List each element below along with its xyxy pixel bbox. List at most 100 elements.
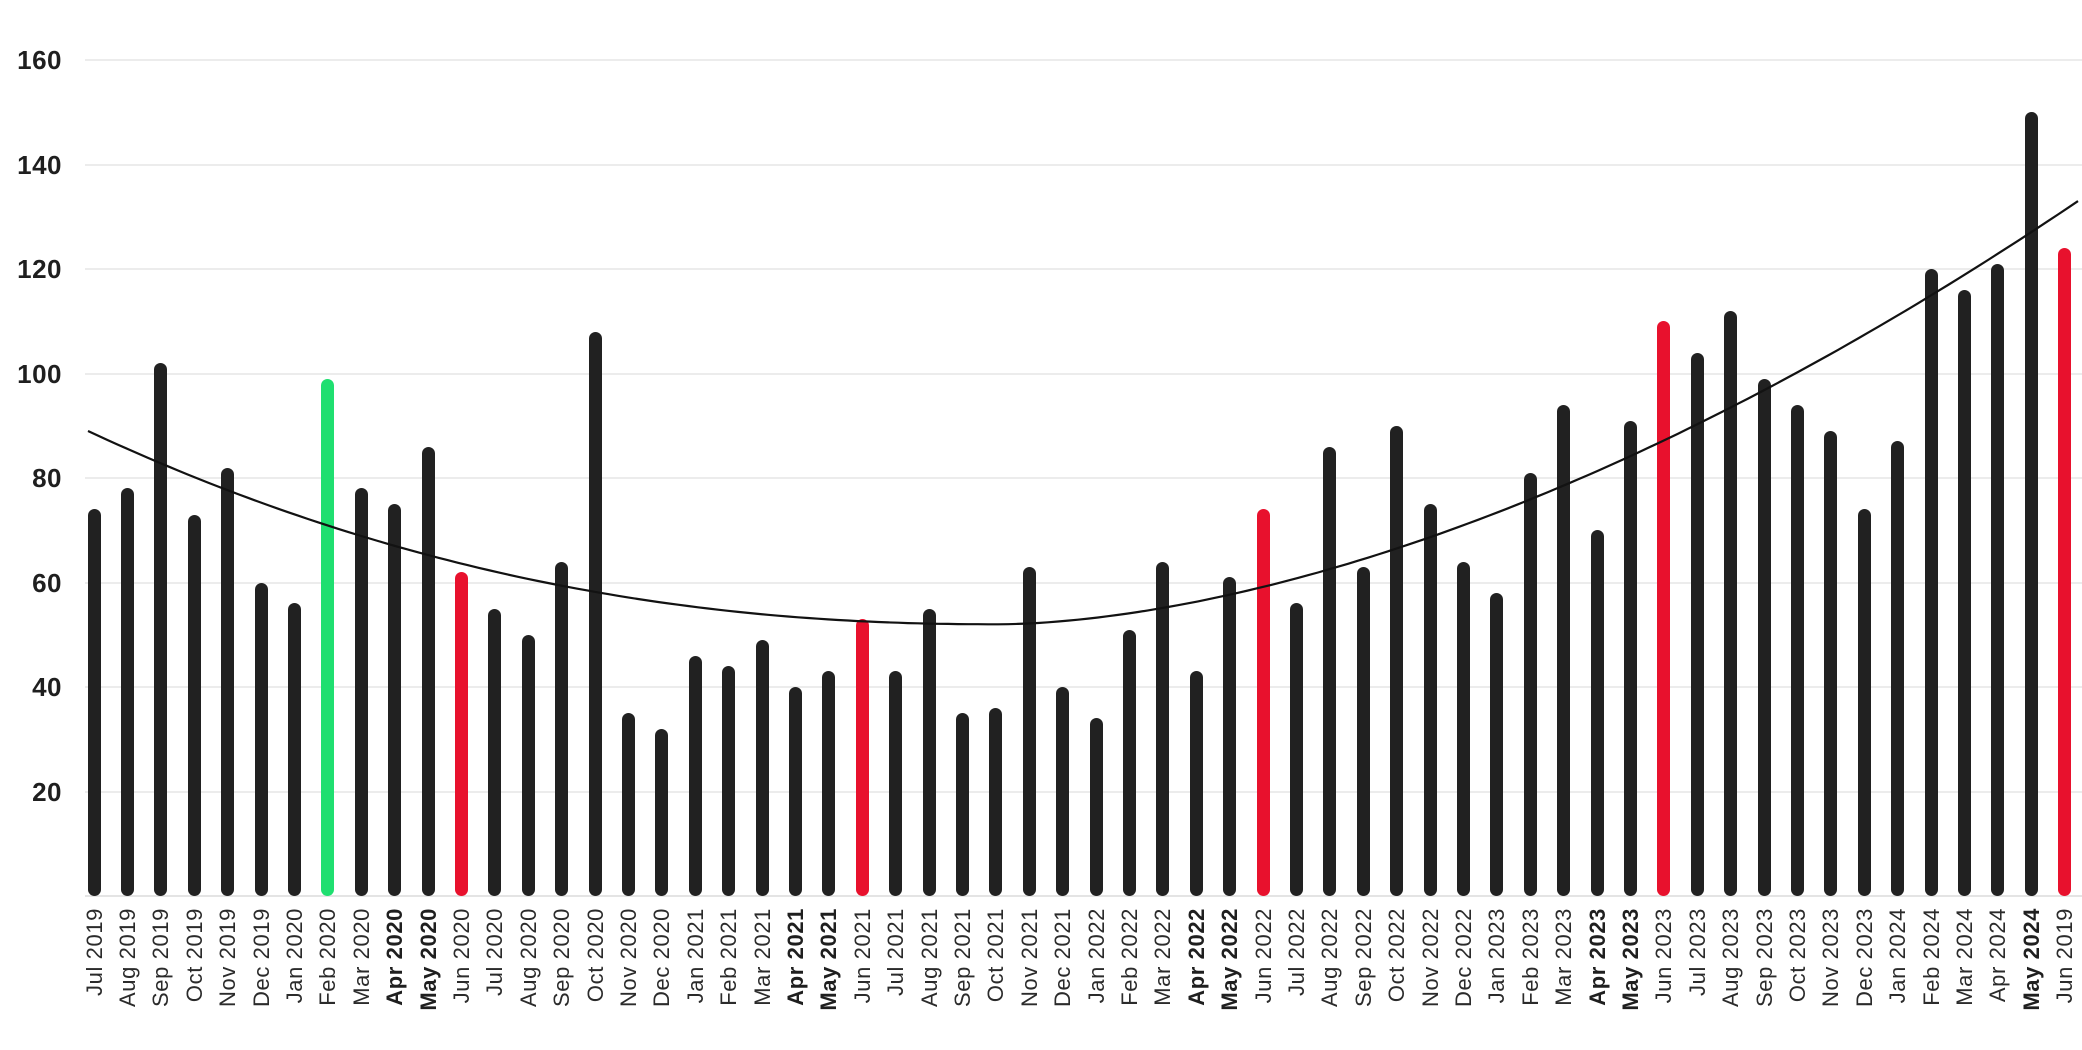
- x-axis-label-aug-2022: Aug 2022: [1317, 908, 1343, 1007]
- x-axis-label-jun-2019: Jun 2019: [2052, 908, 2078, 1004]
- x-axis-label-may-2020: May 2020: [415, 908, 441, 1011]
- x-axis-label-mar-2020: Mar 2020: [348, 908, 374, 1006]
- bar-jul-2020: [488, 608, 502, 896]
- bar-sep-2023: [1757, 378, 1771, 896]
- bar-dec-2023: [1857, 509, 1871, 896]
- bar-may-2024: [2024, 112, 2038, 896]
- bar-jun-2021: [855, 619, 869, 896]
- bar-jan-2020: [287, 603, 301, 896]
- x-axis-label-dec-2023: Dec 2023: [1851, 908, 1877, 1007]
- bar-feb-2022: [1122, 629, 1136, 896]
- x-axis-label-feb-2020: Feb 2020: [315, 908, 341, 1006]
- x-axis-label-apr-2021: Apr 2021: [782, 908, 808, 1006]
- bar-sep-2020: [555, 561, 569, 896]
- x-axis-label-apr-2023: Apr 2023: [1584, 908, 1610, 1006]
- gridline-120: [85, 268, 2082, 270]
- x-axis-label-aug-2020: Aug 2020: [515, 908, 541, 1007]
- bar-oct-2019: [187, 514, 201, 896]
- bar-apr-2022: [1189, 671, 1203, 896]
- x-axis-label-jun-2020: Jun 2020: [448, 908, 474, 1004]
- x-axis-label-feb-2023: Feb 2023: [1517, 908, 1543, 1006]
- gridline-100: [85, 372, 2082, 375]
- x-axis-label-nov-2022: Nov 2022: [1417, 908, 1443, 1007]
- x-axis-label-sep-2023: Sep 2023: [1751, 908, 1777, 1007]
- gridline-160: [85, 59, 2082, 61]
- x-axis-label-aug-2021: Aug 2021: [916, 908, 942, 1007]
- x-axis-label-jul-2020: Jul 2020: [482, 908, 508, 996]
- x-axis-label-sep-2019: Sep 2019: [148, 908, 174, 1007]
- x-axis-label-jun-2023: Jun 2023: [1651, 908, 1677, 1004]
- bar-may-2020: [421, 446, 435, 896]
- x-axis-label-mar-2021: Mar 2021: [749, 908, 775, 1006]
- y-axis-tick-label: 160: [17, 45, 62, 75]
- x-axis-label-dec-2020: Dec 2020: [649, 908, 675, 1007]
- x-axis-label-may-2023: May 2023: [1617, 908, 1643, 1011]
- y-axis-tick-label: 140: [17, 149, 62, 180]
- bar-may-2021: [822, 671, 836, 896]
- x-axis-label-aug-2023: Aug 2023: [1718, 908, 1744, 1007]
- x-axis-label-may-2022: May 2022: [1217, 908, 1243, 1011]
- bar-jul-2023: [1690, 352, 1704, 896]
- bar-jul-2019: [87, 509, 101, 896]
- bar-nov-2021: [1022, 566, 1036, 896]
- bar-aug-2019: [120, 488, 134, 896]
- x-axis-label-oct-2022: Oct 2022: [1384, 908, 1410, 1003]
- gridline-60: [85, 581, 2082, 584]
- x-axis-label-jul-2021: Jul 2021: [883, 908, 909, 996]
- x-axis-label-jun-2021: Jun 2021: [849, 908, 875, 1004]
- bar-oct-2020: [588, 331, 602, 896]
- gridline-80: [85, 477, 2082, 479]
- x-axis-label-jul-2019: Jul 2019: [81, 908, 107, 996]
- bar-nov-2023: [1824, 430, 1838, 896]
- x-axis-label-oct-2020: Oct 2020: [582, 908, 608, 1003]
- x-axis-baseline: [85, 895, 2082, 897]
- bar-may-2022: [1223, 577, 1237, 896]
- x-axis-label-jan-2024: Jan 2024: [1885, 908, 1911, 1004]
- bar-dec-2022: [1456, 561, 1470, 896]
- x-axis-label-sep-2020: Sep 2020: [549, 908, 575, 1007]
- bar-jan-2023: [1490, 592, 1504, 896]
- bar-feb-2024: [1924, 269, 1938, 896]
- bar-aug-2020: [521, 634, 535, 896]
- bar-jan-2024: [1891, 441, 1905, 896]
- x-axis-label-feb-2024: Feb 2024: [1918, 908, 1944, 1006]
- y-axis-tick-label: 20: [32, 776, 62, 807]
- x-axis-label-oct-2023: Oct 2023: [1784, 908, 1810, 1003]
- bar-aug-2022: [1323, 446, 1337, 896]
- bar-sep-2021: [955, 713, 969, 896]
- bar-dec-2021: [1056, 687, 1070, 896]
- bar-jan-2022: [1089, 718, 1103, 896]
- x-axis-label-mar-2023: Mar 2023: [1551, 908, 1577, 1006]
- x-axis-label-nov-2019: Nov 2019: [215, 908, 241, 1007]
- bar-nov-2022: [1423, 504, 1437, 896]
- x-axis-label-dec-2022: Dec 2022: [1450, 908, 1476, 1007]
- gridline-20: [85, 790, 2082, 793]
- bar-may-2023: [1623, 420, 1637, 896]
- bar-dec-2019: [254, 582, 268, 896]
- gridline-140: [85, 163, 2082, 166]
- x-axis-label-mar-2024: Mar 2024: [1951, 908, 1977, 1006]
- bar-apr-2021: [788, 687, 802, 896]
- x-axis-label-jul-2023: Jul 2023: [1684, 908, 1710, 996]
- bar-apr-2024: [1991, 263, 2005, 896]
- bar-jun-2020: [454, 572, 468, 896]
- x-axis-label-feb-2021: Feb 2021: [716, 908, 742, 1006]
- x-axis-label-oct-2021: Oct 2021: [983, 908, 1009, 1003]
- x-axis-label-sep-2021: Sep 2021: [949, 908, 975, 1007]
- bar-jul-2022: [1289, 603, 1303, 896]
- bar-feb-2021: [722, 666, 736, 896]
- bar-mar-2024: [1957, 289, 1971, 896]
- bar-jun-2019: [2058, 248, 2072, 896]
- x-axis-label-jan-2021: Jan 2021: [682, 908, 708, 1004]
- x-axis-label-mar-2022: Mar 2022: [1150, 908, 1176, 1006]
- x-axis-label-nov-2021: Nov 2021: [1016, 908, 1042, 1007]
- x-axis-label-feb-2022: Feb 2022: [1116, 908, 1142, 1006]
- bar-sep-2022: [1356, 566, 1370, 896]
- bar-mar-2021: [755, 639, 769, 896]
- bar-nov-2020: [621, 713, 635, 896]
- bar-mar-2022: [1156, 561, 1170, 896]
- bar-mar-2023: [1557, 404, 1571, 896]
- bar-apr-2020: [388, 504, 402, 896]
- bar-feb-2020: [321, 378, 335, 896]
